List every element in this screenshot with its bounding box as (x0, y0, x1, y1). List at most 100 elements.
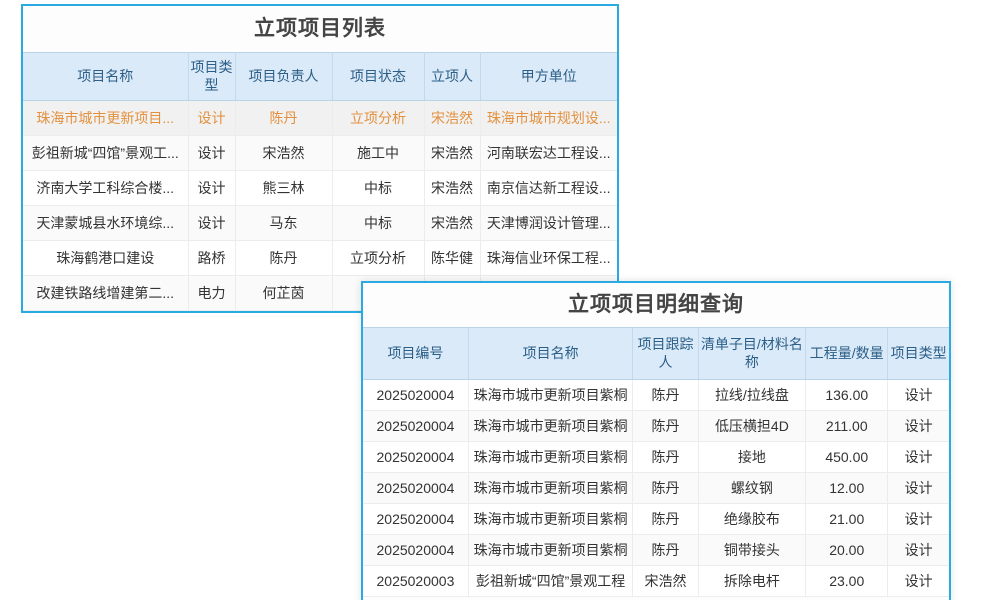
table-row[interactable]: 天津蒙城县水环境综... 设计 马东 中标 宋浩然 天津博润设计管理... (23, 205, 617, 241)
cell-item-name[interactable]: 拉线/拉线盘 (698, 379, 807, 411)
col-header-quantity[interactable]: 工程量/数量 (805, 327, 889, 380)
cell-project-type[interactable]: 设计 (188, 100, 236, 136)
cell-item-name[interactable]: 绝缘胶布 (698, 503, 807, 535)
cell-project-type[interactable]: 设计 (188, 135, 236, 171)
cell-initiator[interactable]: 宋浩然 (424, 170, 481, 206)
cell-detail-project-name[interactable]: 珠海市城市更新项目紫桐 (468, 410, 634, 442)
cell-project-owner[interactable]: 马东 (235, 205, 333, 241)
table-row[interactable]: 彭祖新城“四馆”景观工... 设计 宋浩然 施工中 宋浩然 河南联宏达工程设... (23, 135, 617, 171)
cell-detail-project-type[interactable]: 设计 (887, 472, 949, 504)
cell-detail-project-type[interactable]: 设计 (887, 410, 949, 442)
cell-project-name[interactable]: 济南大学工科综合楼... (23, 170, 189, 206)
cell-detail-project-type[interactable]: 设计 (887, 379, 949, 411)
cell-initiator-text: 宋浩然 (431, 145, 473, 161)
cell-client-unit[interactable]: 珠海市城市规划设... (480, 100, 617, 136)
col-header-initiator[interactable]: 立项人 (424, 52, 481, 101)
cell-tracker[interactable]: 宋浩然 (632, 565, 699, 597)
table-row[interactable]: 济南大学工科综合楼... 设计 熊三林 中标 宋浩然 南京信达新工程设... (23, 170, 617, 206)
cell-project-status[interactable]: 中标 (332, 205, 425, 241)
cell-tracker[interactable]: 陈丹 (632, 534, 699, 566)
cell-tracker[interactable]: 陈丹 (632, 379, 699, 411)
cell-quantity[interactable]: 136.00 (805, 379, 889, 411)
cell-project-owner[interactable]: 陈丹 (235, 100, 333, 136)
cell-quantity[interactable]: 12.00 (805, 472, 889, 504)
col-header-item-name[interactable]: 清单子目/材料名称 (698, 327, 807, 380)
cell-tracker[interactable]: 陈丹 (632, 441, 699, 473)
cell-detail-project-type[interactable]: 设计 (887, 503, 949, 535)
cell-project-name[interactable]: 珠海市城市更新项目... (23, 100, 189, 136)
cell-project-status[interactable]: 立项分析 (332, 240, 425, 276)
col-header-project-status[interactable]: 项目状态 (332, 52, 425, 101)
col-header-detail-name[interactable]: 项目名称 (468, 327, 634, 380)
table-row[interactable]: 2025020004 珠海市城市更新项目紫桐 陈丹 螺纹钢 12.00 设计 (363, 472, 949, 504)
cell-project-no[interactable]: 2025020004 (363, 410, 469, 442)
table-row[interactable]: 2025020004 珠海市城市更新项目紫桐 陈丹 接地 450.00 设计 (363, 441, 949, 473)
table-row[interactable]: 2025020004 珠海市城市更新项目紫桐 陈丹 绝缘胶布 21.00 设计 (363, 503, 949, 535)
cell-detail-project-name[interactable]: 珠海市城市更新项目紫桐 (468, 472, 634, 504)
cell-quantity[interactable]: 211.00 (805, 410, 889, 442)
cell-tracker[interactable]: 陈丹 (632, 503, 699, 535)
table-row[interactable]: 2025020003 彭祖新城“四馆”景观工程 宋浩然 拆除电杆 23.00 设计 (363, 565, 949, 597)
col-header-client-unit[interactable]: 甲方单位 (480, 52, 617, 101)
cell-client-unit[interactable]: 河南联宏达工程设... (480, 135, 617, 171)
table-row[interactable]: 珠海鹤港口建设 路桥 陈丹 立项分析 陈华健 珠海信业环保工程... (23, 240, 617, 276)
cell-project-status[interactable]: 中标 (332, 170, 425, 206)
cell-item-name[interactable]: 低压横担4D (698, 410, 807, 442)
cell-project-name[interactable]: 珠海鹤港口建设 (23, 240, 189, 276)
cell-project-owner[interactable]: 何芷茵 (235, 275, 333, 311)
cell-project-no[interactable]: 2025020004 (363, 379, 469, 411)
table-row[interactable]: 珠海市城市更新项目... 设计 陈丹 立项分析 宋浩然 珠海市城市规划设... (23, 100, 617, 136)
cell-detail-project-name[interactable]: 珠海市城市更新项目紫桐 (468, 503, 634, 535)
col-header-project-name[interactable]: 项目名称 (23, 52, 189, 101)
cell-item-name[interactable]: 接地 (698, 441, 807, 473)
cell-detail-project-name[interactable]: 珠海市城市更新项目紫桐 (468, 534, 634, 566)
cell-client-unit[interactable]: 南京信达新工程设... (480, 170, 617, 206)
cell-project-no[interactable]: 2025020004 (363, 503, 469, 535)
cell-quantity[interactable]: 23.00 (805, 565, 889, 597)
cell-project-no[interactable]: 2025020004 (363, 472, 469, 504)
cell-quantity[interactable]: 21.00 (805, 503, 889, 535)
cell-project-type[interactable]: 设计 (188, 170, 236, 206)
cell-project-owner[interactable]: 宋浩然 (235, 135, 333, 171)
cell-project-name[interactable]: 天津蒙城县水环境综... (23, 205, 189, 241)
table-row[interactable]: 2025020004 珠海市城市更新项目紫桐 陈丹 铜带接头 20.00 设计 (363, 534, 949, 566)
cell-project-no[interactable]: 2025020003 (363, 565, 469, 597)
cell-quantity[interactable]: 450.00 (805, 441, 889, 473)
table-row[interactable]: 2025020004 珠海市城市更新项目紫桐 陈丹 拉线/拉线盘 136.00 设计 (363, 379, 949, 411)
cell-project-name[interactable]: 彭祖新城“四馆”景观工... (23, 135, 189, 171)
cell-tracker[interactable]: 陈丹 (632, 472, 699, 504)
cell-project-status[interactable]: 施工中 (332, 135, 425, 171)
cell-detail-project-type[interactable]: 设计 (887, 441, 949, 473)
cell-project-type[interactable]: 设计 (188, 205, 236, 241)
cell-project-owner[interactable]: 陈丹 (235, 240, 333, 276)
cell-detail-project-name[interactable]: 彭祖新城“四馆”景观工程 (468, 565, 634, 597)
cell-client-unit[interactable]: 珠海信业环保工程... (480, 240, 617, 276)
cell-tracker[interactable]: 陈丹 (632, 410, 699, 442)
cell-initiator[interactable]: 陈华健 (424, 240, 481, 276)
cell-detail-project-name[interactable]: 珠海市城市更新项目紫桐 (468, 441, 634, 473)
col-header-tracker[interactable]: 项目跟踪人 (632, 327, 699, 380)
cell-project-owner[interactable]: 熊三林 (235, 170, 333, 206)
col-header-project-owner[interactable]: 项目负责人 (235, 52, 333, 101)
cell-initiator[interactable]: 宋浩然 (424, 135, 481, 171)
cell-item-name[interactable]: 拆除电杆 (698, 565, 807, 597)
cell-detail-project-name[interactable]: 珠海市城市更新项目紫桐 (468, 379, 634, 411)
cell-initiator[interactable]: 宋浩然 (424, 100, 481, 136)
cell-detail-project-type[interactable]: 设计 (887, 534, 949, 566)
cell-initiator[interactable]: 宋浩然 (424, 205, 481, 241)
cell-project-no[interactable]: 2025020004 (363, 441, 469, 473)
col-header-project-type[interactable]: 项目类型 (188, 52, 236, 101)
cell-item-name[interactable]: 铜带接头 (698, 534, 807, 566)
cell-client-unit[interactable]: 天津博润设计管理... (480, 205, 617, 241)
col-header-detail-type[interactable]: 项目类型 (887, 327, 949, 380)
cell-project-type[interactable]: 路桥 (188, 240, 236, 276)
table-row[interactable]: 2025020004 珠海市城市更新项目紫桐 陈丹 低压横担4D 211.00 设计 (363, 410, 949, 442)
cell-detail-project-type[interactable]: 设计 (887, 565, 949, 597)
col-header-project-no[interactable]: 项目编号 (363, 327, 469, 380)
cell-item-name[interactable]: 螺纹钢 (698, 472, 807, 504)
cell-project-status[interactable]: 立项分析 (332, 100, 425, 136)
cell-project-no[interactable]: 2025020004 (363, 534, 469, 566)
cell-project-type[interactable]: 电力 (188, 275, 236, 311)
cell-quantity[interactable]: 20.00 (805, 534, 889, 566)
cell-project-name[interactable]: 改建铁路线增建第二... (23, 275, 189, 311)
